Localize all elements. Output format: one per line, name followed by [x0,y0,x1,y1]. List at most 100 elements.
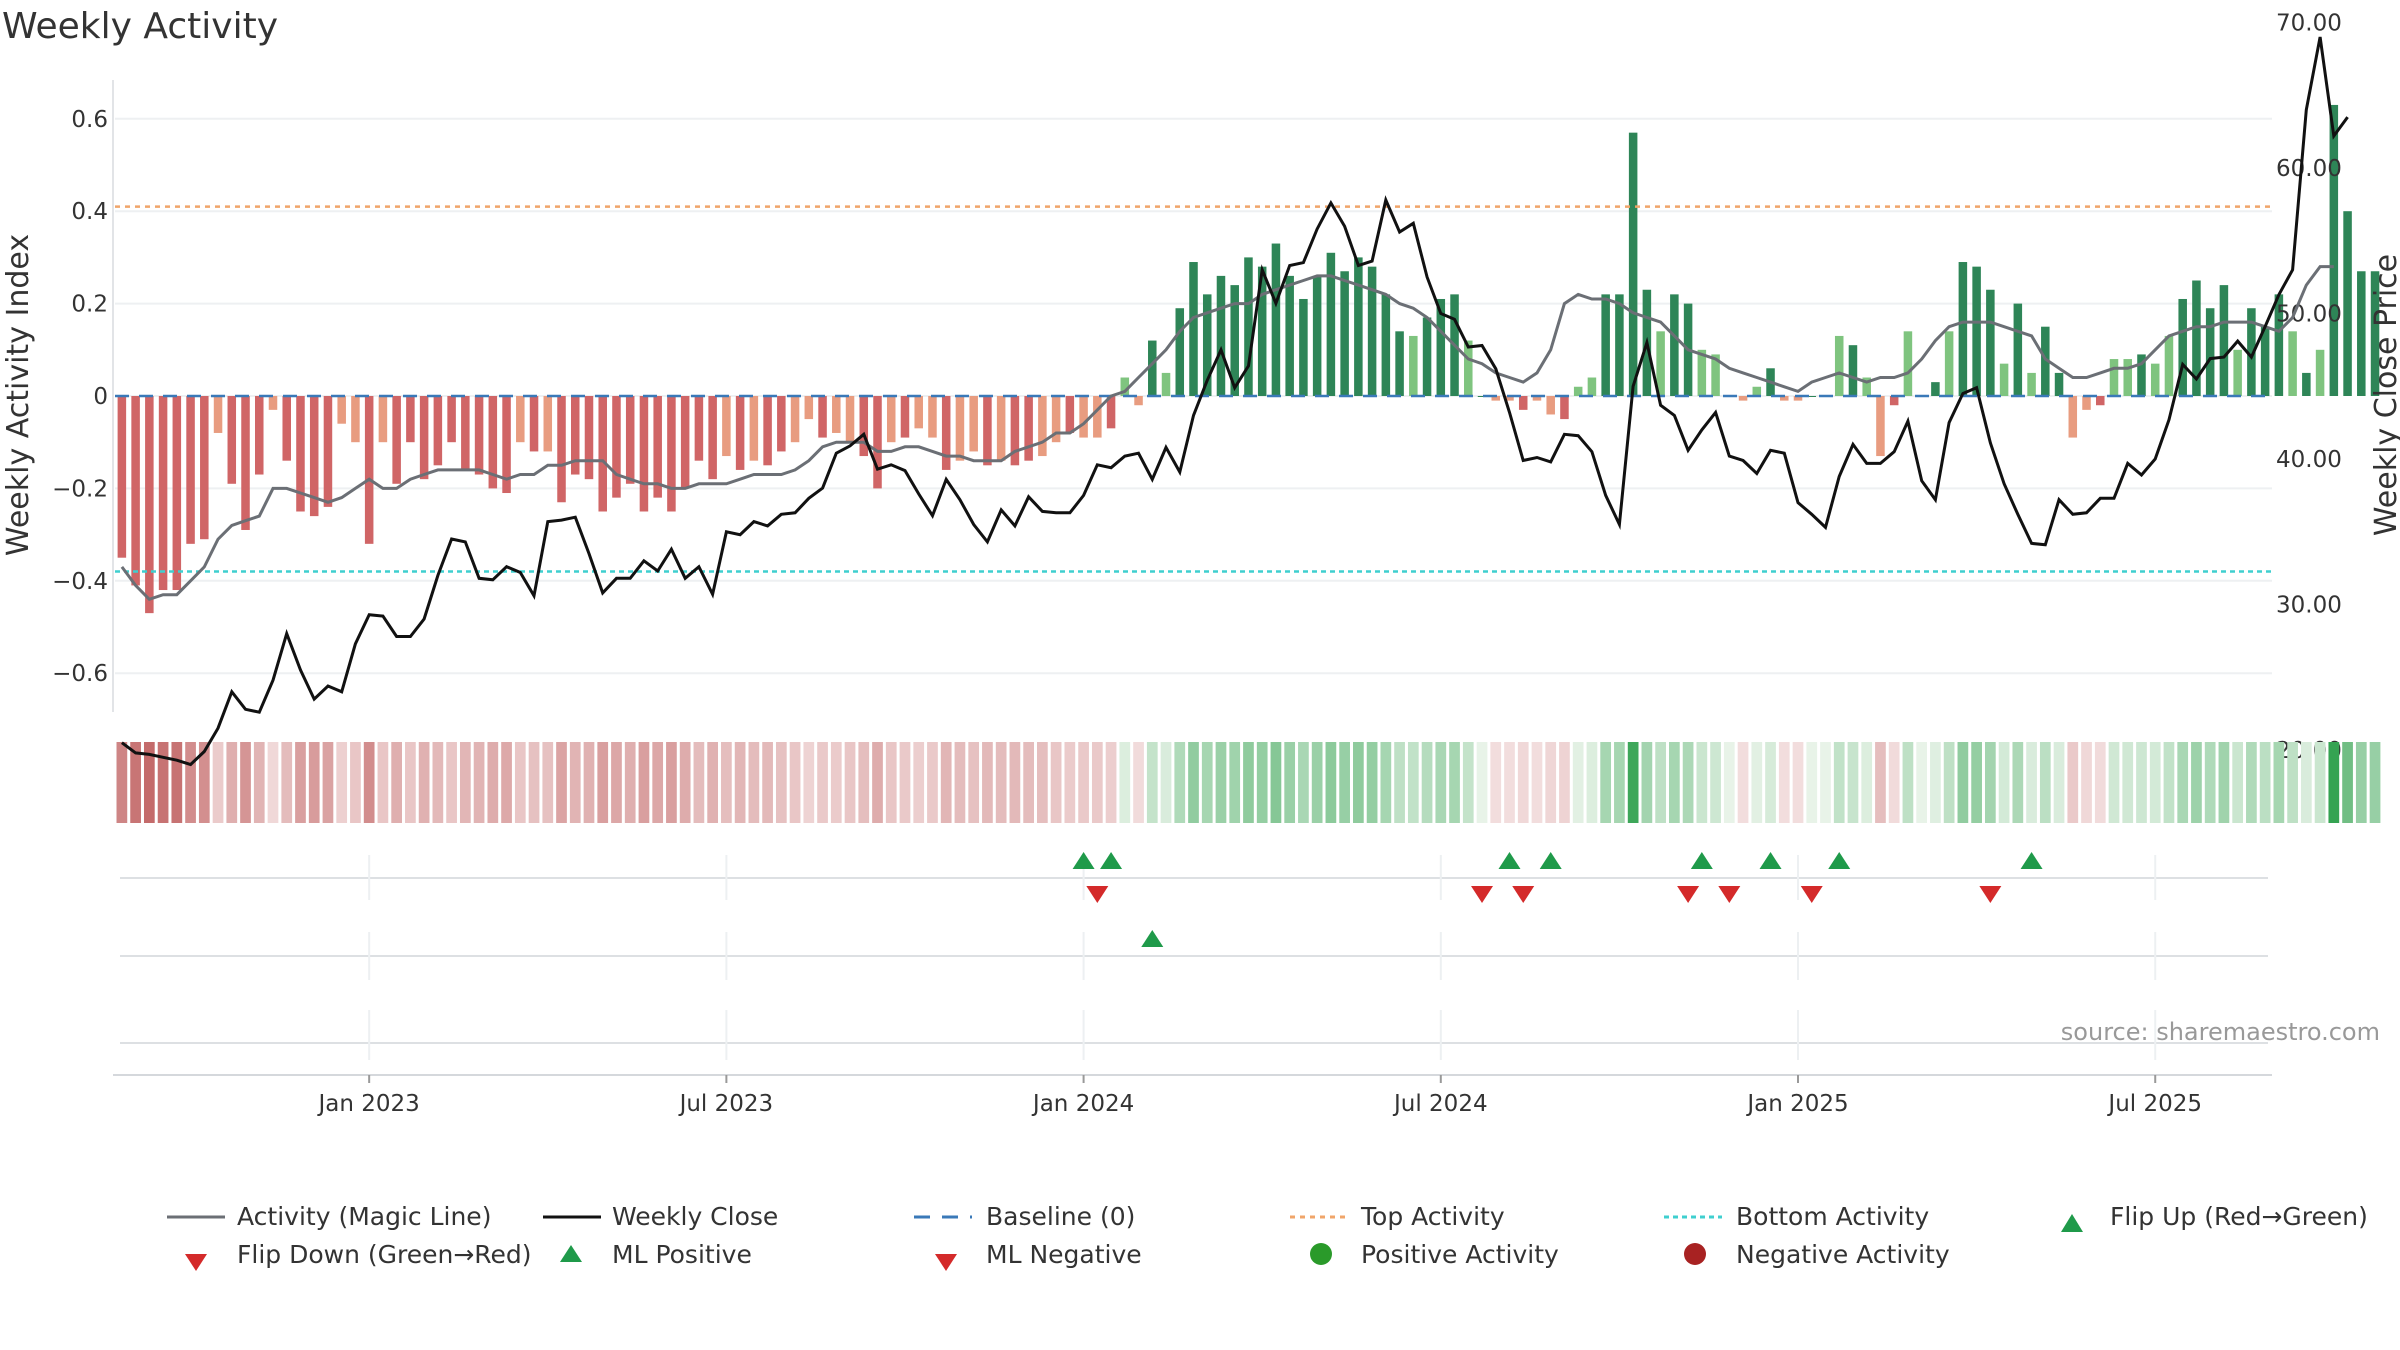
activity-bar [2192,280,2201,396]
heat-cell [734,742,746,823]
activity-bar [1175,308,1185,396]
activity-bars [117,104,2380,614]
heat-cell [844,742,856,823]
heat-cell [1531,742,1543,823]
heat-cell [1105,742,1117,823]
activity-bar [1889,396,1899,406]
legend-swatch-ml-negative [935,1254,957,1271]
activity-bar [1752,386,1762,396]
activity-bar [996,396,1006,461]
y-tick-label: 0.6 [71,107,108,133]
y-tick-label: 0 [93,384,108,410]
activity-bar [845,396,855,443]
heat-cell [528,742,540,823]
heat-cell [1421,742,1433,823]
heat-cell [1160,742,1172,823]
flip-down-marker [1979,886,2002,903]
heat-cell [1133,742,1144,823]
activity-bar [722,396,731,457]
activity-bar [2013,303,2023,396]
heat-cell [968,742,980,823]
activity-bar [1560,396,1569,420]
flip-down-marker [1718,886,1741,903]
heat-cell [2259,742,2271,823]
activity-bar [1244,257,1253,396]
heat-cell [817,742,828,823]
flip-down-marker [1471,886,1494,903]
heat-cell [1888,742,1900,823]
activity-bar [653,396,662,498]
heat-cell [1380,742,1392,823]
activity-bar [337,396,346,424]
activity-bar [1931,382,1940,396]
heat-cell [1614,742,1625,823]
heat-cell [748,742,760,823]
heat-cell [2287,742,2298,823]
heat-cell [1256,742,1268,823]
activity-bar [1065,396,1075,433]
heat-cell [418,742,430,823]
heat-cell [1765,742,1776,823]
activity-bar [1573,386,1583,396]
activity-bar [2219,285,2229,396]
activity-bar [886,396,896,443]
heat-cell [1050,742,1062,823]
activity-bar [1395,331,1404,396]
activity-bar [639,396,649,512]
heat-cell [1820,742,1831,823]
activity-bar [1807,396,1817,397]
activity-bar [2054,372,2064,396]
activity-bar [1793,396,1803,401]
heat-cell [377,742,389,823]
activity-bar [1738,396,1748,401]
activity-bar [818,396,827,438]
flip-up-marker [1759,852,1782,869]
activity-bar [2096,396,2105,406]
y2-tick-label: 60.00 [2276,156,2342,182]
y-tick-label: −0.2 [52,476,108,502]
heat-cell [363,742,375,823]
activity-bar [749,396,759,461]
heat-cell [2342,742,2353,823]
heat-cell [2039,742,2051,823]
ml-positive-marker [1141,930,1164,947]
heat-cell [1641,742,1653,823]
activity-bar [1148,340,1157,396]
heat-cell [501,742,512,823]
activity-bar [928,396,937,438]
activity-bar [570,396,580,475]
activity-bar [790,396,800,443]
heat-cell [1270,742,1282,823]
activity-bar [1876,396,1885,457]
activity-bar [200,396,209,540]
heat-cell [611,742,622,823]
activity-bar [131,396,140,586]
heat-cell [1037,742,1048,823]
flip-up-marker [1498,852,1521,869]
heat-cell [542,742,554,823]
heat-cell [198,742,210,823]
heat-cell [1229,742,1241,823]
x-tick-label: Jul 2023 [678,1091,774,1117]
activity-bar [1381,294,1391,396]
heat-cell [1943,742,1955,823]
activity-bar [1697,349,1707,396]
activity-bar [1202,294,1212,396]
flip-up-marker [2020,852,2043,869]
legend-swatch-ml-positive [560,1245,582,1262]
flip-up-marker [1690,852,1713,869]
activity-bar [1038,396,1047,457]
heat-cell [789,742,801,823]
activity-bar [1436,298,1446,396]
activity-bar [900,396,910,438]
heat-cell [1971,742,1982,823]
activity-bar [1546,396,1555,415]
activity-bar [296,396,305,512]
legend-swatch-flip-up [2061,1214,2083,1232]
heat-cell [1984,742,1996,823]
activity-bar [2315,349,2325,396]
x-tick-label: Jul 2025 [2106,1091,2202,1117]
activity-bar [406,396,415,443]
heat-cell [1833,742,1845,823]
activity-bar [1601,294,1610,396]
